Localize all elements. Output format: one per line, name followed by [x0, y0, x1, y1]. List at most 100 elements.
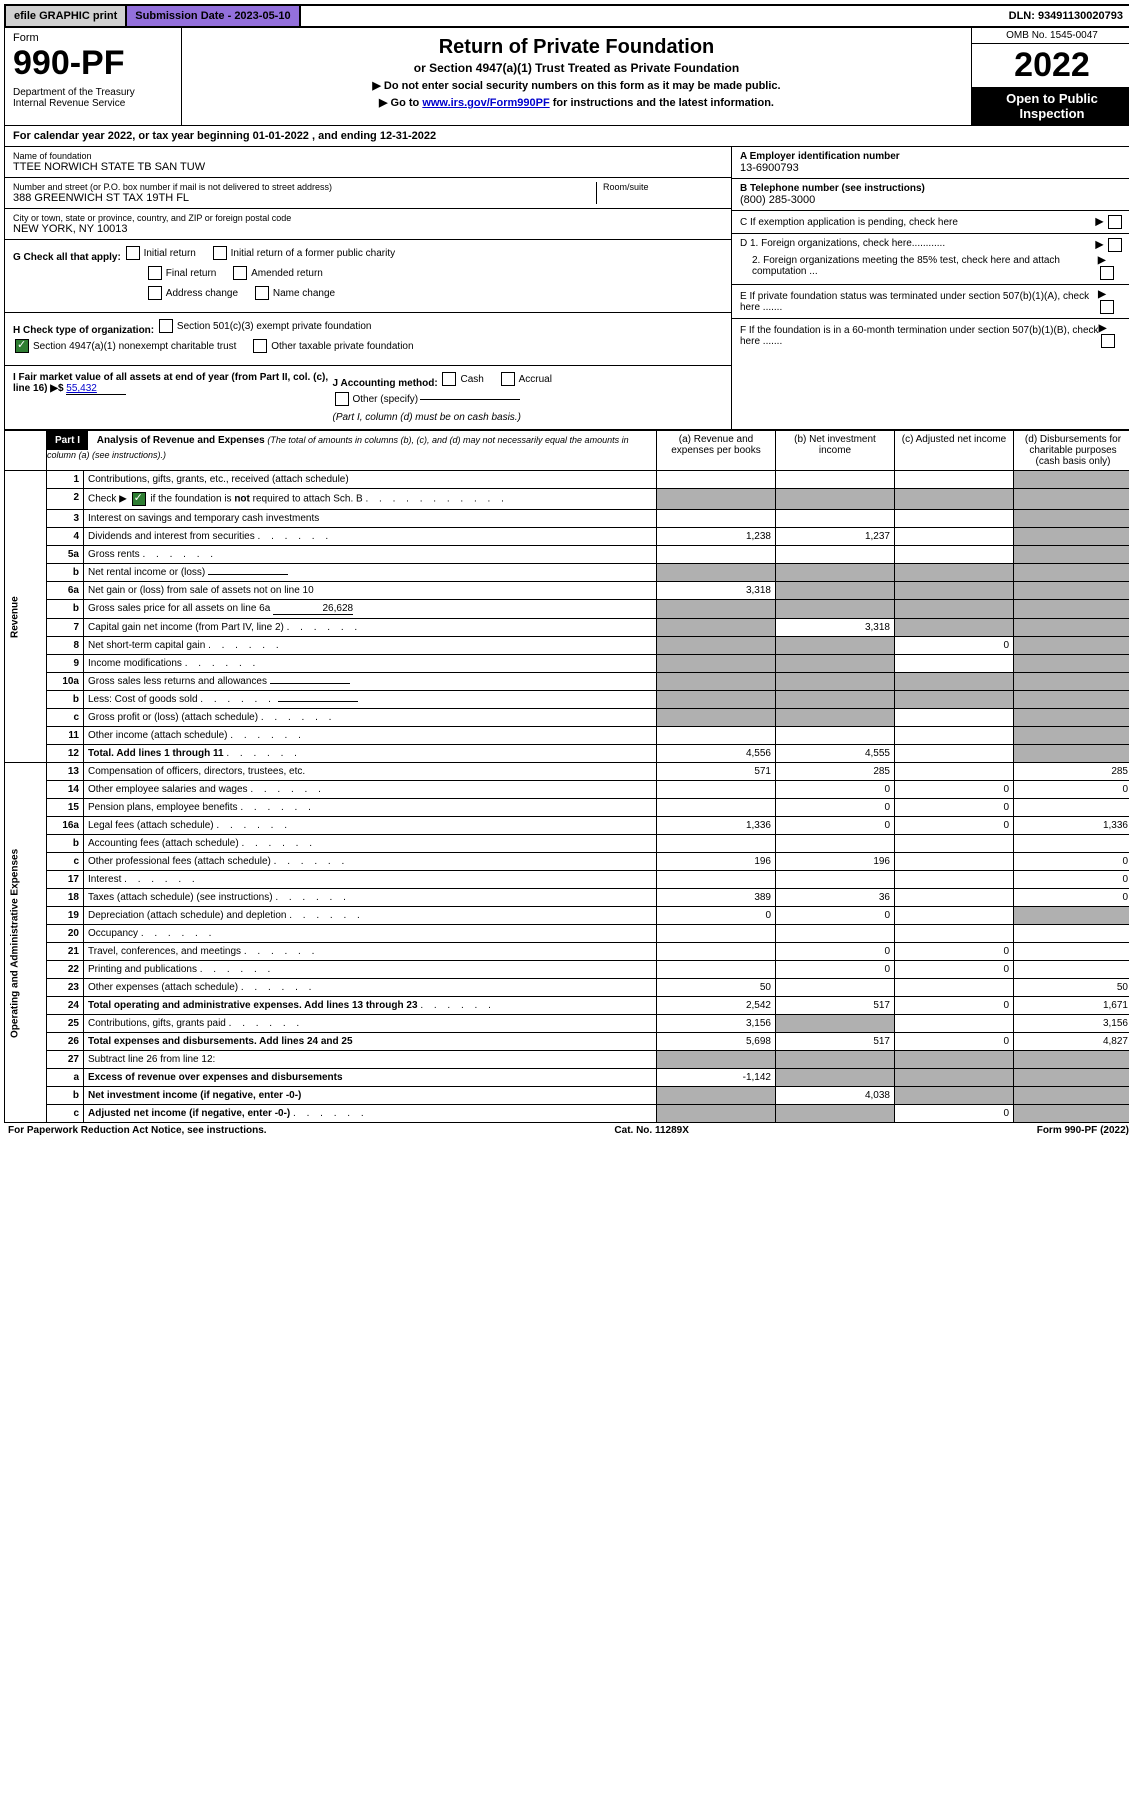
j-cash[interactable]: Cash [440, 372, 483, 386]
cell-d: 0 [1014, 871, 1129, 889]
checkbox-icon[interactable] [1108, 215, 1122, 229]
cell-d: 4,827 [1014, 1033, 1129, 1051]
arrow-icon: ▶ [1098, 289, 1106, 300]
cell-b [776, 582, 895, 600]
submission-date: Submission Date - 2023-05-10 [127, 6, 300, 26]
cell-b [776, 925, 895, 943]
checkbox-icon[interactable] [1100, 300, 1114, 314]
g-opt-name[interactable]: Name change [253, 286, 335, 300]
j-accrual[interactable]: Accrual [499, 372, 552, 386]
line-number: 7 [47, 619, 84, 637]
h-opt-other[interactable]: Other taxable private foundation [251, 339, 413, 353]
line-description: Pension plans, employee benefits . . . .… [84, 799, 657, 817]
line-number: 25 [47, 1015, 84, 1033]
cell-b: 0 [776, 781, 895, 799]
g-opt-initial-public[interactable]: Initial return of a former public charit… [211, 246, 396, 260]
line-description: Depreciation (attach schedule) and deple… [84, 907, 657, 925]
cell-c [895, 745, 1014, 763]
g-opt-label: Final return [166, 268, 217, 279]
checkbox-icon[interactable] [1101, 334, 1115, 348]
line-description: Net short-term capital gain . . . . . . [84, 637, 657, 655]
a-label: A Employer identification number [740, 151, 1124, 162]
cell-a: 5,698 [657, 1033, 776, 1051]
checkbox-icon [501, 372, 515, 386]
efile-print-button[interactable]: efile GRAPHIC print [6, 6, 127, 26]
footer-left: For Paperwork Reduction Act Notice, see … [8, 1125, 267, 1136]
cell-d [1014, 510, 1129, 528]
g-opt-final[interactable]: Final return [146, 266, 217, 280]
line-description: Gross rents . . . . . . [84, 546, 657, 564]
table-row: 21Travel, conferences, and meetings . . … [5, 943, 1129, 961]
cell-d [1014, 925, 1129, 943]
fmv-value[interactable]: 55,432 [66, 383, 126, 395]
j-other[interactable]: Other (specify) [333, 392, 521, 406]
line-number: 20 [47, 925, 84, 943]
g-opt-amended[interactable]: Amended return [231, 266, 323, 280]
c-row: C If exemption application is pending, c… [732, 211, 1129, 234]
line-description: Dividends and interest from securities .… [84, 528, 657, 546]
cell-b: 0 [776, 907, 895, 925]
cell-a: 3,318 [657, 582, 776, 600]
calyear-mid: , and ending [312, 130, 380, 142]
checkbox-icon[interactable] [1108, 238, 1122, 252]
h-opt-501c3[interactable]: Section 501(c)(3) exempt private foundat… [157, 319, 372, 333]
h-opt-label: Section 501(c)(3) exempt private foundat… [177, 321, 372, 332]
line-number: 22 [47, 961, 84, 979]
j-note: (Part I, column (d) must be on cash basi… [333, 412, 724, 423]
h-label: H Check type of organization: [13, 325, 154, 336]
line-description: Travel, conferences, and meetings . . . … [84, 943, 657, 961]
cell-a [657, 799, 776, 817]
cell-d: 0 [1014, 853, 1129, 871]
cell-d [1014, 673, 1129, 691]
line-description: Check ▶ if the foundation is not require… [84, 489, 657, 510]
line-description: Gross sales less returns and allowances [84, 673, 657, 691]
cell-a [657, 691, 776, 709]
cell-d [1014, 1087, 1129, 1105]
table-row: 11Other income (attach schedule) . . . .… [5, 727, 1129, 745]
line-description: Total. Add lines 1 through 11 . . . . . … [84, 745, 657, 763]
cell-c [895, 979, 1014, 997]
g-opt-address[interactable]: Address change [146, 286, 238, 300]
cell-d [1014, 799, 1129, 817]
checkbox-icon[interactable] [1100, 266, 1114, 280]
part1-table: Part I Analysis of Revenue and Expenses … [4, 430, 1129, 1123]
cell-a: 196 [657, 853, 776, 871]
department: Department of the Treasury Internal Reve… [13, 87, 173, 109]
cell-a [657, 727, 776, 745]
ein-cell: A Employer identification number 13-6900… [732, 147, 1129, 179]
cell-a [657, 600, 776, 619]
cell-d [1014, 637, 1129, 655]
cell-a [657, 489, 776, 510]
cell-b [776, 871, 895, 889]
checkbox-icon [148, 286, 162, 300]
table-row: bGross sales price for all assets on lin… [5, 600, 1129, 619]
line-description: Gross sales price for all assets on line… [84, 600, 657, 619]
instr2-post: for instructions and the latest informat… [550, 97, 774, 109]
h-opt-4947[interactable]: Section 4947(a)(1) nonexempt charitable … [13, 339, 236, 353]
cell-d: 1,336 [1014, 817, 1129, 835]
line-description: Total expenses and disbursements. Add li… [84, 1033, 657, 1051]
irs-link[interactable]: www.irs.gov/Form990PF [422, 97, 549, 109]
table-row: cGross profit or (loss) (attach schedule… [5, 709, 1129, 727]
cell-b: 0 [776, 943, 895, 961]
cell-c [895, 709, 1014, 727]
line-number: 2 [47, 489, 84, 510]
table-row: 24Total operating and administrative exp… [5, 997, 1129, 1015]
table-row: aExcess of revenue over expenses and dis… [5, 1069, 1129, 1087]
cell-b [776, 709, 895, 727]
calyear-end: 12-31-2022 [380, 130, 436, 142]
g-opt-initial[interactable]: Initial return [124, 246, 196, 260]
cell-d [1014, 1069, 1129, 1087]
cell-b: 1,237 [776, 528, 895, 546]
section-i-j: I Fair market value of all assets at end… [5, 366, 731, 429]
line-description: Adjusted net income (if negative, enter … [84, 1105, 657, 1123]
f-row: F If the foundation is in a 60-month ter… [732, 319, 1129, 352]
g-opt-label: Amended return [251, 268, 323, 279]
cell-c [895, 691, 1014, 709]
line-description: Interest . . . . . . [84, 871, 657, 889]
line-number: 27 [47, 1051, 84, 1069]
table-row: 10aGross sales less returns and allowanc… [5, 673, 1129, 691]
cell-d [1014, 600, 1129, 619]
g-opt-label: Initial return [144, 248, 196, 259]
line-description: Interest on savings and temporary cash i… [84, 510, 657, 528]
